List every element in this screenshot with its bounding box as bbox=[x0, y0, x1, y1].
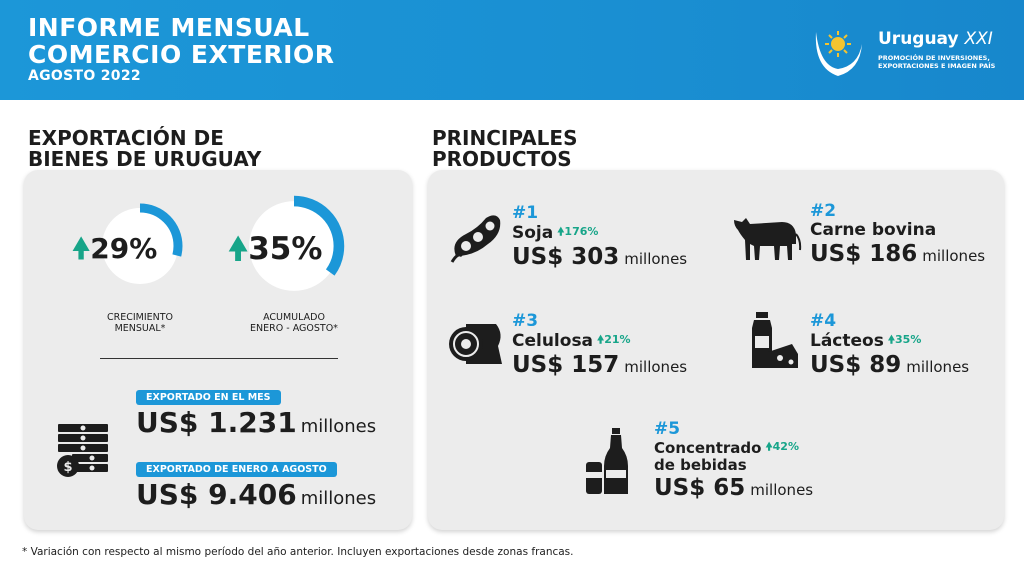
product-3-amount: US$ 157 bbox=[512, 352, 620, 378]
product-2-unit: millones bbox=[922, 247, 986, 265]
exports-panel: 🠝29% CRECIMIENTO MENSUAL* 🠝35% ACUMULADO… bbox=[24, 170, 412, 530]
ytd-exports-amount: US$ 9.406 bbox=[136, 478, 297, 511]
product-5-growth-pct: 42% bbox=[772, 440, 799, 453]
report-title-line1: INFORME MENSUAL bbox=[28, 13, 310, 42]
exports-title-line1: EXPORTACIÓN DE bbox=[28, 126, 224, 150]
product-4-value: US$ 89 millones bbox=[810, 351, 969, 381]
product-5-name-line1: Concentrado bbox=[654, 439, 762, 457]
monthly-growth-caption: CRECIMIENTO MENSUAL* bbox=[80, 312, 200, 334]
up-arrow-icon: 🠝 bbox=[72, 232, 91, 265]
accumulated-caption-line2: ENERO - AGOSTO* bbox=[250, 323, 338, 334]
product-5-growth: 🠝42% bbox=[765, 440, 799, 453]
logo-name-xxi: XXI bbox=[964, 29, 993, 49]
product-4-name-row: Lácteos 🠝35% bbox=[810, 330, 969, 351]
monthly-growth-value: 🠝29% bbox=[72, 228, 157, 276]
footnote: * Variación con respecto al mismo períod… bbox=[22, 546, 574, 558]
product-5-name-row: Concentrado 🠝42% bbox=[654, 438, 813, 457]
up-arrow-icon: 🠝 bbox=[228, 231, 249, 267]
logo-tagline-line2: EXPORTACIONES E IMAGEN PAÍS bbox=[878, 62, 996, 70]
product-5-rank: #5 bbox=[654, 419, 681, 439]
product-3: #3 Celulosa 🠝21% US$ 157 millones bbox=[512, 312, 687, 381]
month-exports-amount: US$ 1.231 bbox=[136, 406, 297, 439]
monthly-growth-arc bbox=[97, 203, 183, 289]
section-divider bbox=[100, 358, 338, 359]
product-2-value: US$ 186 millones bbox=[810, 240, 985, 270]
product-5-unit: millones bbox=[750, 481, 814, 499]
product-1-unit: millones bbox=[624, 250, 688, 268]
sun-logo-icon bbox=[815, 31, 862, 76]
logo-tagline-line1: PROMOCIÓN DE INVERSIONES, bbox=[878, 54, 990, 62]
product-4-growth: 🠝35% bbox=[887, 333, 922, 346]
product-3-growth-pct: 21% bbox=[604, 333, 631, 346]
product-4-amount: US$ 89 bbox=[810, 352, 902, 378]
product-4-name: Lácteos bbox=[810, 331, 884, 351]
product-3-growth: 🠝21% bbox=[597, 333, 631, 346]
paper-roll-icon bbox=[449, 324, 502, 364]
report-title-line2: COMERCIO EXTERIOR bbox=[28, 40, 335, 69]
uruguay-xxi-logo: Uruguay XXI PROMOCIÓN DE INVERSIONES, EX… bbox=[808, 22, 1008, 82]
svg-text:$: $ bbox=[63, 460, 72, 475]
products-title-line2: PRODUCTOS bbox=[432, 147, 572, 171]
product-1-name-row: Soja 🠝176% bbox=[512, 222, 687, 243]
product-5-name-line2: de bebidas bbox=[654, 456, 747, 474]
ytd-exports-unit: millones bbox=[300, 488, 377, 509]
product-1-growth: 🠝176% bbox=[557, 225, 599, 238]
accumulated-growth-caption: ACUMULADO ENERO - AGOSTO* bbox=[224, 312, 364, 334]
accumulated-growth-arc bbox=[243, 195, 345, 297]
month-exports-value: US$ 1.231 millones bbox=[136, 406, 376, 439]
logo-name: Uruguay XXI bbox=[878, 29, 993, 49]
product-4-rank: #4 bbox=[810, 311, 837, 331]
exports-title-line2: BIENES DE URUGUAY bbox=[28, 147, 262, 171]
money-stack-icon: $ bbox=[57, 424, 108, 477]
product-4-growth-pct: 35% bbox=[895, 333, 922, 346]
month-exports-unit: millones bbox=[300, 416, 377, 437]
monthly-growth-ring bbox=[97, 203, 183, 289]
monthly-growth-pct: 29% bbox=[90, 232, 158, 265]
product-5-amount: US$ 65 bbox=[654, 475, 746, 501]
accumulated-growth-ring bbox=[243, 195, 345, 297]
product-1: #1 Soja 🠝176% US$ 303 millones bbox=[512, 204, 687, 273]
ytd-exports-label: EXPORTADO DE ENERO A AGOSTO bbox=[136, 462, 337, 477]
product-1-name: Soja bbox=[512, 223, 554, 243]
products-panel: #1 Soja 🠝176% US$ 303 millones #2 Carne bo… bbox=[428, 170, 1004, 530]
product-2-rank: #2 bbox=[810, 201, 837, 221]
logo-tagline: PROMOCIÓN DE INVERSIONES, EXPORTACIONES … bbox=[878, 54, 995, 70]
product-1-value: US$ 303 millones bbox=[512, 243, 687, 273]
beverage-icon bbox=[586, 428, 628, 494]
product-2-name: Carne bovina bbox=[810, 220, 937, 240]
exports-section-title: EXPORTACIÓN DE BIENES DE URUGUAY bbox=[28, 128, 261, 170]
product-3-value: US$ 157 millones bbox=[512, 351, 687, 381]
month-exports-label: EXPORTADO EN EL MES bbox=[136, 390, 281, 405]
product-2: #2 Carne bovina US$ 186 millones bbox=[810, 202, 985, 270]
monthly-caption-line2: MENSUAL* bbox=[114, 323, 166, 334]
accumulated-growth-pct: 35% bbox=[248, 231, 323, 267]
products-section-title: PRINCIPALES PRODUCTOS bbox=[432, 128, 577, 170]
product-1-amount: US$ 303 bbox=[512, 244, 620, 270]
ytd-exports-value: US$ 9.406 millones bbox=[136, 478, 376, 511]
product-2-amount: US$ 186 bbox=[810, 241, 918, 267]
product-3-name-row: Celulosa 🠝21% bbox=[512, 330, 687, 351]
accumulated-growth-value: 🠝35% bbox=[228, 226, 322, 279]
report-title: INFORME MENSUAL COMERCIO EXTERIOR bbox=[28, 14, 334, 68]
milk-cheese-icon bbox=[752, 312, 798, 368]
product-4: #4 Lácteos 🠝35% US$ 89 millones bbox=[810, 312, 969, 381]
soybean-icon bbox=[450, 215, 501, 263]
product-5: #5 Concentrado 🠝42% de bebidas US$ 65 mill… bbox=[654, 420, 813, 504]
product-3-unit: millones bbox=[624, 358, 688, 376]
accumulated-caption-line1: ACUMULADO bbox=[263, 312, 325, 323]
cow-icon bbox=[734, 218, 802, 260]
product-3-name: Celulosa bbox=[512, 331, 594, 351]
header-banner: INFORME MENSUAL COMERCIO EXTERIOR AGOSTO… bbox=[0, 0, 1024, 100]
report-period: AGOSTO 2022 bbox=[28, 68, 141, 84]
product-3-rank: #3 bbox=[512, 311, 539, 331]
product-5-value: US$ 65 millones bbox=[654, 474, 813, 504]
monthly-caption-line1: CRECIMIENTO bbox=[106, 312, 174, 323]
product-1-growth-pct: 176% bbox=[564, 225, 599, 238]
products-title-line1: PRINCIPALES bbox=[432, 126, 578, 150]
product-4-unit: millones bbox=[906, 358, 970, 376]
logo-name-main: Uruguay bbox=[878, 29, 959, 49]
product-1-rank: #1 bbox=[512, 203, 539, 223]
